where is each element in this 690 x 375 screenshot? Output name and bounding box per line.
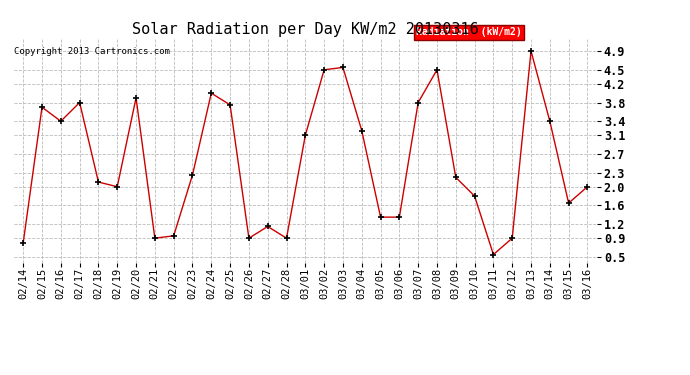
Text: Copyright 2013 Cartronics.com: Copyright 2013 Cartronics.com: [14, 47, 170, 56]
Title: Solar Radiation per Day KW/m2 20130316: Solar Radiation per Day KW/m2 20130316: [132, 22, 479, 37]
Text: Radiation  (kW/m2): Radiation (kW/m2): [416, 27, 522, 37]
